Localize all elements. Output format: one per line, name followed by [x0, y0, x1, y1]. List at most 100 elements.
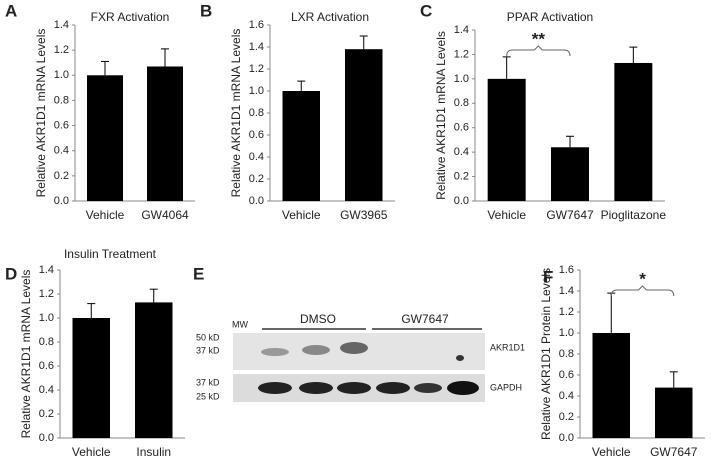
- band: [447, 381, 479, 395]
- y-tick-label: 0.6: [249, 129, 264, 141]
- y-tick-label: 1.0: [249, 85, 264, 97]
- y-tick-label: 0.6: [54, 119, 69, 131]
- group-label: GW7647: [401, 312, 449, 326]
- y-tick-label: 0.4: [454, 146, 469, 158]
- y-tick-label: 1.6: [559, 264, 574, 276]
- y-tick-label: 1.4: [54, 19, 69, 31]
- y-tick-label: 1.2: [249, 63, 264, 75]
- y-tick-label: 0.4: [249, 151, 264, 163]
- bar: [87, 75, 123, 201]
- y-tick-label: 1.0: [39, 312, 54, 324]
- significance-label: *: [639, 269, 646, 288]
- significance-bracket: [610, 285, 675, 297]
- y-tick-label: 1.2: [454, 48, 469, 60]
- y-tick-label: 1.2: [39, 288, 54, 300]
- panel-label: C: [420, 1, 432, 20]
- y-tick-label: 0.0: [39, 432, 54, 444]
- y-tick-label: 0.6: [559, 369, 574, 381]
- significance-bracket: [506, 45, 571, 57]
- panel-label: F: [543, 267, 553, 286]
- bar: [72, 318, 110, 438]
- bar: [345, 49, 383, 202]
- panel-label: B: [200, 1, 212, 20]
- x-tick-label: Pioglitazone: [601, 208, 667, 222]
- bar: [135, 302, 173, 438]
- y-tick-label: 0.4: [559, 390, 574, 402]
- x-tick-label: Vehicle: [487, 208, 526, 222]
- band: [414, 383, 442, 393]
- y-tick-label: 1.4: [249, 41, 264, 53]
- y-axis-label: Relative AKR1D1 mRNA Levels: [434, 31, 448, 200]
- x-tick-label: Vehicle: [72, 445, 111, 459]
- y-axis-label: Relative AKR1D1 mRNA Levels: [229, 29, 243, 198]
- y-tick-label: 0.0: [249, 195, 264, 207]
- y-tick-label: 1.0: [559, 327, 574, 339]
- y-tick-label: 0.2: [54, 170, 69, 182]
- band: [337, 382, 371, 394]
- significance-label: **: [532, 29, 546, 48]
- y-tick-label: 0.6: [39, 360, 54, 372]
- y-tick-label: 1.2: [54, 44, 69, 56]
- y-tick-label: 0.0: [559, 432, 574, 444]
- bar: [592, 333, 630, 438]
- y-tick-label: 0.2: [559, 411, 574, 423]
- band: [302, 345, 330, 355]
- marker-label: 37 kD: [196, 345, 220, 355]
- y-tick-label: 1.4: [454, 24, 469, 36]
- y-tick-label: 1.0: [454, 73, 469, 85]
- band: [340, 342, 368, 354]
- panel-label: A: [5, 1, 17, 20]
- y-tick-label: 0.8: [559, 348, 574, 360]
- bar: [655, 387, 693, 438]
- y-tick-label: 0.8: [454, 97, 469, 109]
- y-tick-label: 0.6: [454, 122, 469, 134]
- y-tick-label: 0.4: [54, 145, 69, 157]
- x-tick-label: GW3965: [340, 208, 388, 222]
- band: [456, 355, 464, 361]
- y-tick-label: 0.0: [454, 195, 469, 207]
- chart-title: LXR Activation: [291, 10, 369, 24]
- x-tick-label: GW7647: [650, 445, 698, 459]
- y-tick-label: 1.0: [54, 69, 69, 81]
- x-tick-label: Vehicle: [86, 208, 125, 222]
- y-tick-label: 1.2: [559, 306, 574, 318]
- ladder-label: MW: [232, 319, 248, 329]
- x-tick-label: GW4064: [141, 208, 189, 222]
- band: [258, 382, 292, 394]
- bar: [282, 91, 320, 201]
- chart-title: PPAR Activation: [507, 10, 593, 24]
- x-tick-label: Vehicle: [282, 208, 321, 222]
- marker-label: 25 kD: [196, 391, 220, 401]
- marker-label: 50 kD: [196, 332, 220, 342]
- bar: [487, 78, 526, 201]
- bar: [614, 62, 653, 201]
- y-axis-label: Relative AKR1D1 Protein Levels: [539, 268, 553, 440]
- y-axis-label: Relative AKR1D1 mRNA Levels: [34, 29, 48, 198]
- y-tick-label: 1.4: [39, 264, 54, 276]
- chart-title: Insulin Treatment: [64, 247, 157, 261]
- y-tick-label: 1.4: [559, 285, 574, 297]
- y-axis-label: Relative AKR1D1 mRNA Levels: [19, 270, 33, 439]
- marker-label: 37 kD: [196, 377, 220, 387]
- protein-label: AKR1D1: [490, 342, 525, 352]
- y-tick-label: 0.2: [454, 170, 469, 182]
- y-tick-label: 0.8: [54, 94, 69, 106]
- bar: [147, 66, 183, 201]
- y-tick-label: 0.0: [54, 195, 69, 207]
- x-tick-label: Insulin: [136, 445, 171, 459]
- protein-label: GAPDH: [490, 382, 522, 392]
- band: [261, 348, 289, 356]
- x-tick-label: GW7647: [546, 208, 594, 222]
- x-tick-label: Vehicle: [592, 445, 631, 459]
- group-label: DMSO: [300, 312, 336, 326]
- chart-title: FXR Activation: [91, 10, 170, 24]
- y-tick-label: 0.2: [39, 408, 54, 420]
- panel-label: E: [193, 264, 204, 283]
- panel-label: D: [5, 264, 17, 283]
- y-tick-label: 1.6: [249, 19, 264, 31]
- y-tick-label: 0.4: [39, 384, 54, 396]
- band: [376, 382, 410, 394]
- y-tick-label: 0.2: [249, 173, 264, 185]
- y-tick-label: 0.8: [39, 336, 54, 348]
